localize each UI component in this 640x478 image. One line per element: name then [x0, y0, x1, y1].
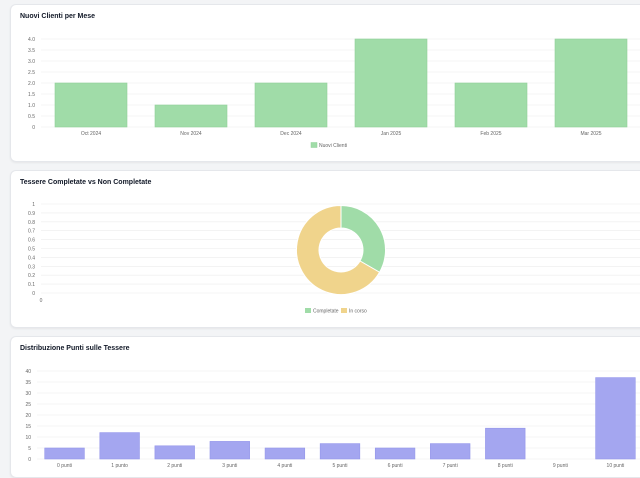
- x-tick-label: 3 punti: [222, 463, 237, 469]
- y-tick-label: 0.8: [28, 220, 35, 226]
- bar: [430, 444, 470, 459]
- bar: [55, 83, 127, 127]
- x-tick-label: Oct 2024: [81, 131, 102, 137]
- x-tick-label: 4 punti: [277, 463, 292, 469]
- legend-swatch: [341, 308, 347, 313]
- y-tick-label: 1: [32, 202, 35, 208]
- bar: [455, 83, 527, 127]
- y-tick-label: 40: [25, 369, 31, 375]
- legend-swatch: [311, 143, 317, 148]
- x-tick-label: Dec 2024: [280, 131, 302, 137]
- y-tick-label: 0.4: [28, 255, 35, 261]
- y-tick-label: 0: [32, 125, 35, 131]
- y-tick-label: 25: [25, 402, 31, 408]
- x-tick-label: 8 punti: [498, 463, 513, 469]
- bar: [485, 428, 525, 459]
- donut-slice: [341, 206, 385, 273]
- points-distribution-chart: 0 5 10 15 20 25 30 35 40 0 punti 1 punto 2 punti 3 p…: [11, 337, 640, 477]
- bar: [555, 39, 627, 127]
- legend-label: Nuovi Clienti: [319, 143, 347, 149]
- y-tick-label: 5: [28, 446, 31, 452]
- y-tick-label: 0.9: [28, 211, 35, 217]
- x-tick-label: 2 punti: [167, 463, 182, 469]
- y-tick-label: 0.2: [28, 273, 35, 279]
- y-tick-label: 0.1: [28, 282, 35, 288]
- y-tick-label: 0.6: [28, 238, 35, 244]
- bar: [210, 441, 250, 459]
- bar: [596, 378, 636, 459]
- x-tick-label: 0 punti: [57, 463, 72, 469]
- bar: [155, 105, 227, 127]
- cards-status-chart: 00.10.20.30.40.50.60.70.80.9101Completat…: [11, 171, 640, 327]
- y-tick-label: 0.3: [28, 264, 35, 270]
- bar: [265, 448, 305, 459]
- y-tick-label: 0: [32, 291, 35, 297]
- y-tick-label: 0.5: [28, 114, 35, 120]
- y-tick-label: 2.5: [28, 70, 35, 76]
- y-tick-label: 15: [25, 424, 31, 430]
- legend-swatch: [305, 308, 311, 313]
- x-tick-label: 10 punti: [607, 463, 625, 469]
- bar: [100, 433, 140, 459]
- x-tick-label: 1 punto: [111, 463, 128, 469]
- legend-label: Completate: [313, 309, 339, 315]
- x-tick-label: Jan 2025: [381, 131, 402, 137]
- x-tick-label: 6 punti: [388, 463, 403, 469]
- bar: [355, 39, 427, 127]
- bar: [155, 446, 195, 459]
- bar: [255, 83, 327, 127]
- y-tick-label: 35: [25, 380, 31, 386]
- y-tick-label: 20: [25, 413, 31, 419]
- bar: [375, 448, 415, 459]
- legend-label: In corso: [349, 309, 367, 315]
- bar: [320, 444, 360, 459]
- x-tick-label: Nov 2024: [180, 131, 202, 137]
- new-clients-chart: 0 0.5 1.0 1.5 2.0 2.5 3.0 3.5 4.0 Oct 2024 Nov 202…: [11, 5, 640, 161]
- y-tick-label: 0: [28, 457, 31, 463]
- y-tick-label: 10: [25, 435, 31, 441]
- y-tick-label: 30: [25, 391, 31, 397]
- y-tick-label: 2.0: [28, 81, 35, 87]
- y-tick-label: 0.7: [28, 229, 35, 235]
- y-tick-label: 3.0: [28, 59, 35, 65]
- bar: [45, 448, 85, 459]
- x-tick-label: 0: [40, 298, 43, 304]
- x-tick-label: Feb 2025: [480, 131, 501, 137]
- x-tick-label: 7 punti: [443, 463, 458, 469]
- y-tick-label: 3.5: [28, 48, 35, 54]
- y-tick-label: 0.5: [28, 247, 35, 253]
- x-tick-label: 5 punti: [332, 463, 347, 469]
- y-tick-label: 4.0: [28, 37, 35, 43]
- y-tick-label: 1.0: [28, 103, 35, 109]
- x-tick-label: Mar 2025: [580, 131, 601, 137]
- x-tick-label: 9 punti: [553, 463, 568, 469]
- y-tick-label: 1.5: [28, 92, 35, 98]
